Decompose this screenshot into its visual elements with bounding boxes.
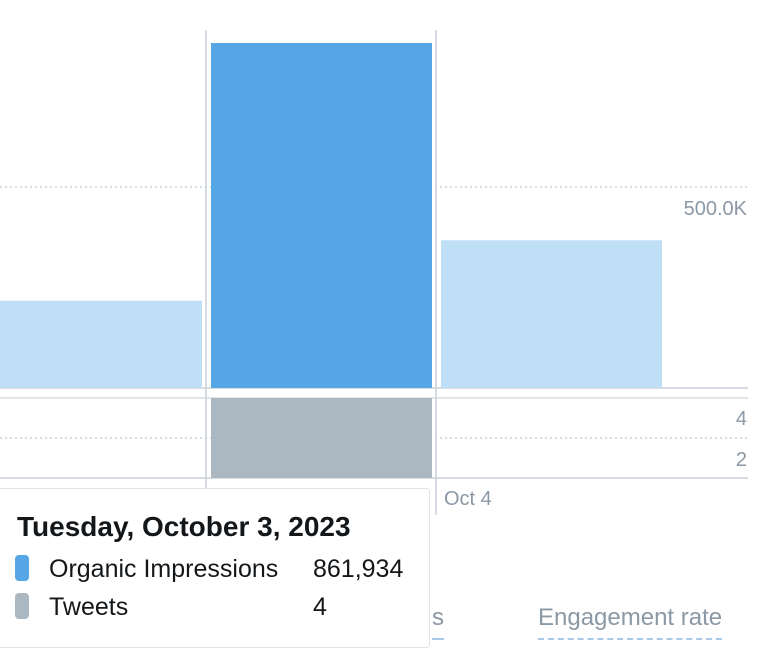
tab-partial[interactable]: s	[432, 604, 444, 640]
tweets-swatch	[15, 593, 29, 619]
tooltip-row-tweets: Tweets 4	[15, 593, 425, 623]
tab-engagement-rate[interactable]: Engagement rate	[538, 604, 723, 640]
tweets-bar-oct-3[interactable]	[211, 398, 432, 478]
tooltip-label-impressions: Organic Impressions	[49, 555, 279, 583]
tooltip-row-impressions: Organic Impressions 861,934	[15, 555, 425, 585]
impressions-bar-oct-3[interactable]	[211, 43, 432, 388]
y-tick-2: 2	[736, 449, 747, 471]
impressions-bar-oct-2[interactable]	[0, 300, 202, 388]
tooltip-value-tweets: 4	[313, 593, 327, 621]
x-tick-oct4: Oct 4	[444, 488, 492, 510]
impressions-bar-oct-4[interactable]	[441, 240, 662, 388]
tooltip-title: Tuesday, October 3, 2023	[17, 511, 351, 542]
tooltip-label-tweets: Tweets	[49, 593, 129, 621]
impressions-swatch	[15, 555, 29, 581]
chart-tooltip: Tuesday, October 3, 2023 Organic Impress…	[0, 488, 430, 648]
tooltip-value-impressions: 861,934	[313, 555, 404, 583]
y-tick-500k: 500.0K	[684, 198, 748, 220]
y-tick-4: 4	[736, 408, 747, 430]
